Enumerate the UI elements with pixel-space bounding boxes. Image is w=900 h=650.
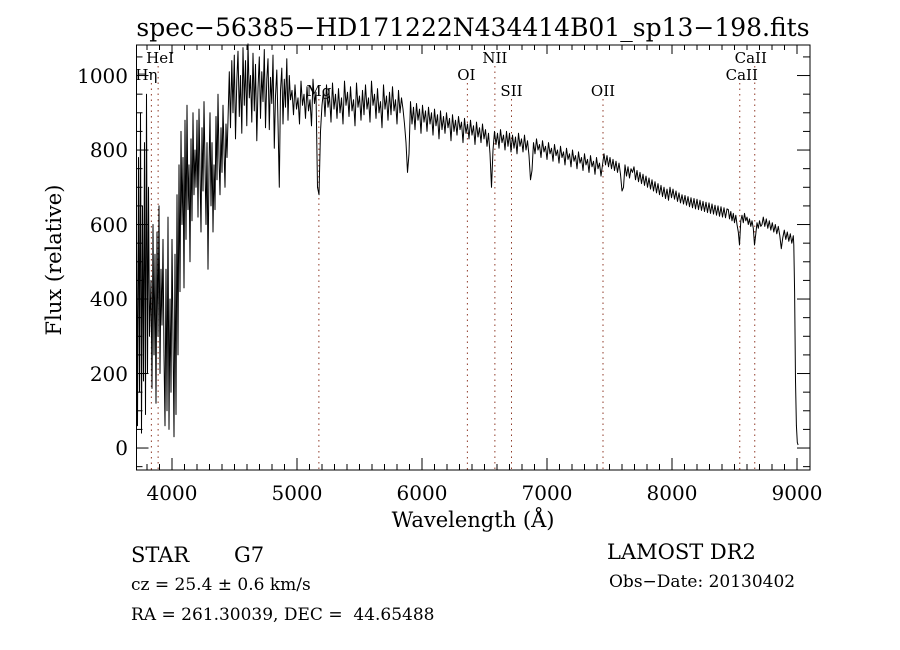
survey-name: LAMOST DR2 (607, 540, 756, 564)
spectral-line-label: OII (590, 82, 616, 100)
spectral-line-label: Mg (306, 82, 332, 100)
ra-dec-value: RA = 261.30039, DEC = 44.65488 (131, 605, 435, 625)
object-subclass: G7 (234, 543, 265, 567)
y-axis-label: Flux (relative) (42, 184, 66, 336)
spectral-line-label: SII (500, 82, 523, 100)
spectral-line-label: CaII (725, 66, 758, 84)
plot-title: spec−56385−HD171222N434414B01_sp13−198.f… (136, 13, 810, 42)
spectral-line-label: CaII (734, 49, 767, 67)
y-tick-label: 200 (89, 361, 128, 386)
spectral-line-label: Hη (135, 66, 158, 84)
plot-frame (136, 44, 811, 471)
spectral-line-label: OI (457, 66, 476, 84)
x-tick-label: 9000 (771, 481, 823, 505)
x-tick-label: 8000 (646, 481, 698, 505)
spectral-line-label: HeI (146, 49, 175, 67)
x-axis-label: Wavelength (Å) (391, 508, 555, 532)
y-tick-label: 400 (89, 287, 128, 312)
x-tick-label: 5000 (271, 481, 323, 505)
x-tick-label: 4000 (146, 481, 198, 505)
y-tick-label: 1000 (77, 63, 128, 88)
y-tick-label: 600 (89, 212, 128, 237)
y-tick-label: 0 (115, 436, 128, 461)
object-class: STAR (131, 543, 190, 567)
x-tick-label: 6000 (396, 481, 448, 505)
spectrum-trace (136, 43, 799, 446)
cz-value: cz = 25.4 ± 0.6 km/s (131, 575, 311, 595)
obs-date: Obs−Date: 20130402 (609, 572, 796, 592)
y-tick-label: 800 (89, 138, 128, 163)
spectral-line-label: NII (482, 49, 508, 67)
x-tick-label: 7000 (521, 481, 573, 505)
